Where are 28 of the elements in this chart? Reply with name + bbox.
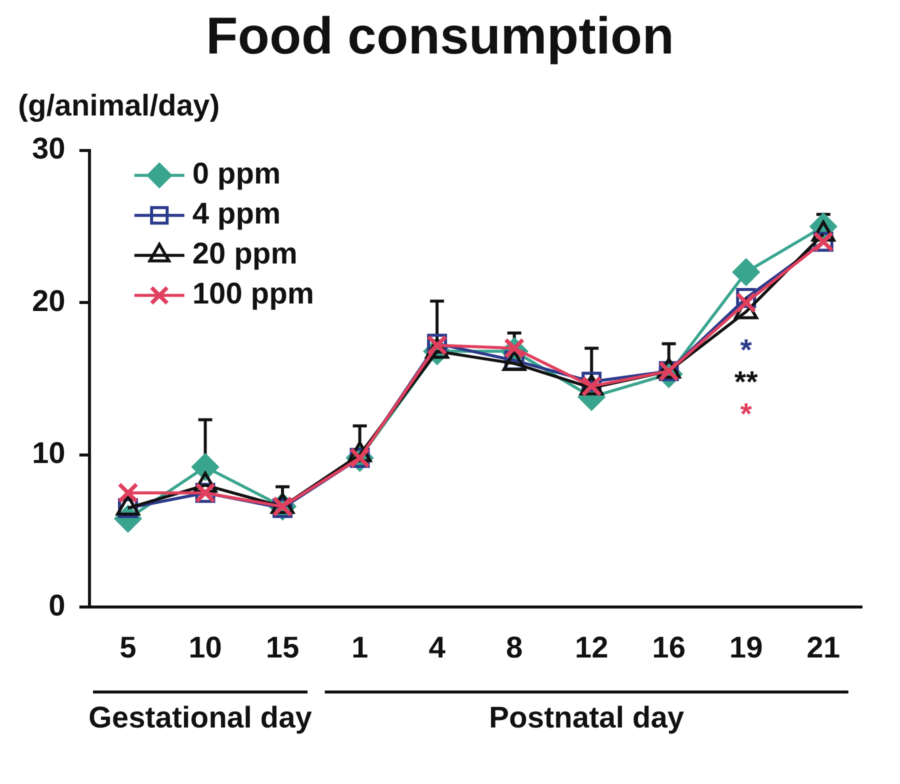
annotation: **: [734, 366, 758, 399]
y-tick-label: 20: [32, 284, 66, 318]
text: Postnatal day: [489, 701, 684, 734]
x-tick-label: 12: [574, 631, 608, 664]
annotation: *: [740, 334, 752, 367]
x-tick-label: 4: [428, 631, 446, 664]
x-tick-label: 5: [120, 631, 136, 664]
y-axis-title: (g/animal/day): [18, 90, 220, 123]
x-tick-label: 1: [351, 631, 368, 664]
x-tick-label: 10: [188, 631, 222, 664]
y-tick-label: 10: [32, 437, 66, 470]
point: [118, 482, 138, 504]
legend-label: 100 ppm: [192, 278, 314, 311]
x-tick-label: 19: [729, 631, 763, 664]
legend-label: 4 ppm: [192, 198, 281, 231]
x-tick-label: 15: [266, 631, 300, 664]
point: [732, 258, 760, 286]
point: [192, 453, 219, 480]
y-tick-label: 0: [48, 589, 66, 622]
text: Gestational day: [88, 701, 312, 734]
x-tick-label: 8: [506, 631, 523, 664]
y-tick-label: 30: [32, 132, 66, 166]
annotation: *: [740, 398, 752, 431]
legend-label: 0 ppm: [192, 158, 281, 191]
x-tick-label: 21: [806, 631, 840, 664]
chart-title: Food consumption: [206, 8, 674, 66]
legend-label: 20 ppm: [192, 238, 298, 271]
x-tick-label: 16: [652, 631, 686, 664]
